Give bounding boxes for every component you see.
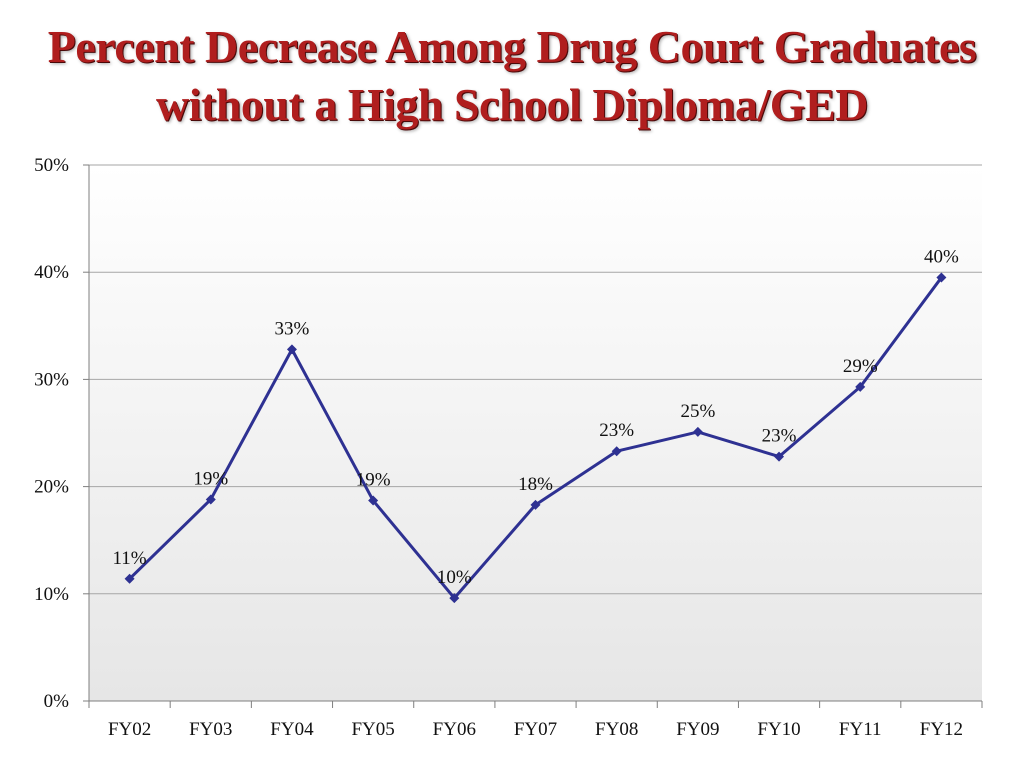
y-tick-label: 50%	[34, 155, 69, 176]
x-tick-label: FY09	[676, 719, 719, 740]
x-tick-label: FY10	[757, 719, 800, 740]
x-tick-label: FY03	[189, 719, 232, 740]
y-tick-label: 10%	[34, 584, 69, 605]
data-label: 19%	[193, 468, 228, 489]
y-tick-label: 20%	[34, 477, 69, 498]
data-label: 29%	[843, 356, 878, 377]
data-point-marker	[774, 451, 785, 462]
data-point-marker	[449, 593, 460, 604]
data-labels: 11% 19% 33% 19% 10% 18% 23% 25% 23% 29% 40%	[113, 247, 959, 589]
x-tick-label: FY11	[839, 719, 882, 740]
x-tick-label: FY06	[433, 719, 476, 740]
data-point-marker	[286, 344, 297, 355]
data-label: 11%	[113, 548, 147, 569]
data-point-marker	[692, 426, 703, 437]
y-tick-label: 40%	[34, 262, 69, 283]
data-label: 25%	[680, 401, 715, 422]
x-tick-label: FY04	[270, 719, 314, 740]
x-axis-ticks: FY02 FY03 FY04 FY05 FY06 FY07 FY08 FY09 FY10 FY11…	[108, 719, 963, 740]
title-line-2: without a High School Diploma/GED	[156, 79, 868, 130]
data-point-marker	[611, 446, 622, 457]
data-label: 19%	[356, 470, 391, 491]
data-label: 18%	[518, 474, 553, 495]
data-label: 40%	[924, 247, 959, 268]
data-label: 10%	[437, 567, 472, 588]
x-tick-label: FY02	[108, 719, 151, 740]
data-label: 23%	[762, 426, 797, 447]
data-label: 33%	[275, 318, 310, 339]
data-point-marker	[936, 272, 947, 283]
data-point-marker	[530, 499, 541, 510]
x-tick-label: FY05	[351, 719, 394, 740]
x-tick-label: FY07	[514, 719, 557, 740]
data-label: 23%	[599, 420, 634, 441]
data-point-marker	[205, 494, 216, 505]
data-point-marker	[124, 573, 135, 584]
slide-title: Percent Decrease Among Drug Court Gradua…	[0, 18, 1024, 134]
gridlines	[89, 164, 982, 595]
axes	[83, 164, 983, 708]
x-tick-label: FY08	[595, 719, 638, 740]
title-line-1: Percent Decrease Among Drug Court Gradua…	[47, 21, 977, 72]
y-tick-label: 0%	[44, 691, 70, 712]
plot-area	[89, 165, 982, 701]
y-tick-label: 30%	[34, 369, 69, 390]
x-tick-label: FY12	[920, 719, 963, 740]
data-point-marker	[368, 495, 379, 506]
data-point-marker	[855, 381, 866, 392]
y-axis-ticks: 0% 10% 20% 30% 40% 50%	[34, 155, 69, 712]
series-group	[124, 272, 947, 604]
